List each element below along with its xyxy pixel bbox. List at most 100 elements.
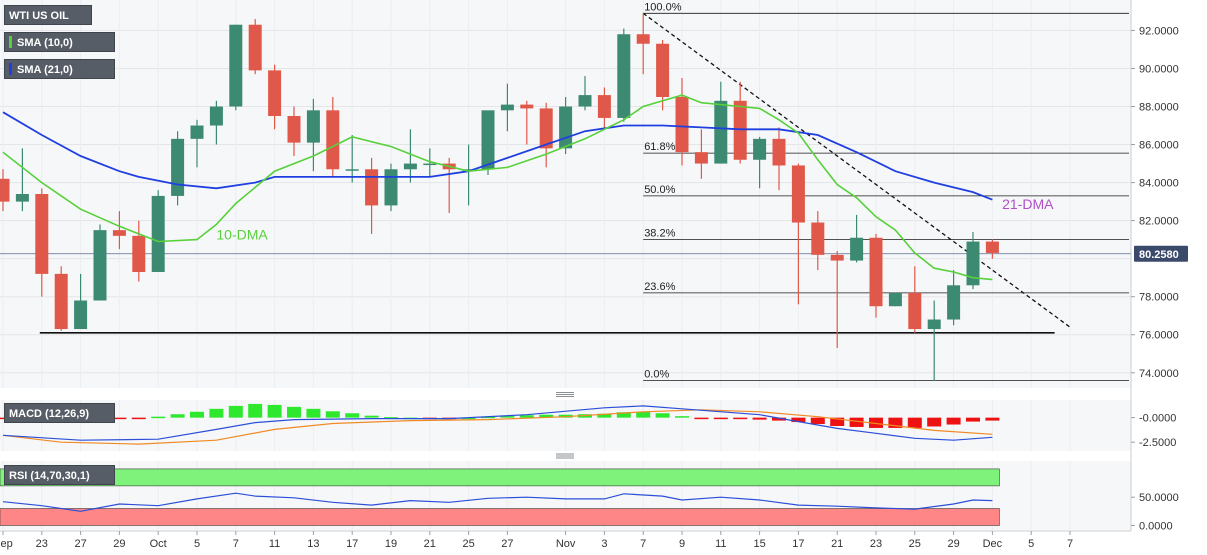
time-axis-label: 7 xyxy=(233,538,239,550)
macd-histogram-bar xyxy=(675,416,689,418)
price-axis-label: 92.0000 xyxy=(1139,25,1179,37)
macd-histogram-bar xyxy=(694,417,709,420)
macd-axis-label: -2.5000 xyxy=(1139,437,1176,449)
candle-bullish xyxy=(209,106,223,126)
candle-bearish xyxy=(268,70,282,117)
legend-sma21[interactable]: SMA (21,0) xyxy=(4,59,115,79)
candle-bearish xyxy=(791,165,805,223)
macd-signal-line xyxy=(2,409,993,445)
macd-histogram-bar xyxy=(112,417,127,420)
macd-histogram-bar xyxy=(306,408,321,418)
candle-bullish xyxy=(927,319,941,330)
price-axis-background xyxy=(1131,0,1207,555)
fib-level-label: 61.8% xyxy=(644,141,675,153)
time-axis-label: 13 xyxy=(307,538,319,550)
candle-bullish xyxy=(151,195,165,272)
time-axis-label: 27 xyxy=(74,538,86,550)
macd-histogram-bar xyxy=(985,417,1000,421)
time-axis-label: 21 xyxy=(424,538,436,550)
candle-bearish xyxy=(132,235,146,272)
macd-histogram-bar xyxy=(636,411,651,418)
candle-bullish xyxy=(190,125,204,139)
macd-histogram-bar xyxy=(616,412,631,418)
legend-sma10[interactable]: SMA (10,0) xyxy=(4,32,115,52)
macd-histogram-bar xyxy=(791,417,806,423)
time-axis-label: 29 xyxy=(947,538,959,550)
time-axis-label: 5 xyxy=(1028,538,1034,550)
macd-histogram-bar xyxy=(752,417,767,420)
fib-level-label: 100.0% xyxy=(644,1,682,13)
macd-histogram-bar xyxy=(655,413,670,418)
legend-macd[interactable]: MACD (12,26,9) xyxy=(4,403,115,423)
candle-bullish xyxy=(15,194,29,202)
candle-bullish xyxy=(753,138,767,160)
legend-rsi[interactable]: RSI (14,70,30,1) xyxy=(4,465,115,485)
time-axis-label: 9 xyxy=(679,538,685,550)
sma21-swatch xyxy=(9,63,12,75)
candle-bullish xyxy=(403,163,417,170)
candle-bearish xyxy=(908,292,922,330)
macd-histogram-bar xyxy=(927,417,942,427)
macd-line xyxy=(2,405,993,441)
candle-bearish xyxy=(35,194,49,274)
macd-histogram-bar xyxy=(946,417,961,425)
macd-axis-label: -0.0000 xyxy=(1139,413,1176,425)
macd-histogram-bar xyxy=(539,414,554,418)
fib-level-label: 23.6% xyxy=(644,281,675,293)
current-price-badge xyxy=(1134,245,1188,262)
time-axis-label: 23 xyxy=(36,538,48,550)
macd-histogram-bar xyxy=(131,417,146,420)
rsi-line xyxy=(2,492,993,512)
macd-histogram-bar xyxy=(248,403,263,418)
candle-bullish xyxy=(423,163,437,166)
candle-bullish xyxy=(345,169,359,171)
candle-bullish xyxy=(888,292,902,307)
sma10-annotation: 10-DMA xyxy=(216,227,268,243)
candle-bearish xyxy=(694,152,708,164)
candle-bullish xyxy=(481,110,495,170)
time-axis-label: 17 xyxy=(346,538,358,550)
rsi-axis-label: 50.0000 xyxy=(1139,492,1179,504)
candle-bullish xyxy=(578,95,592,107)
candle-bullish xyxy=(500,104,514,111)
candle-bullish xyxy=(966,241,980,286)
candle-bearish xyxy=(520,104,534,109)
current-price-label: 80.2580 xyxy=(1139,249,1179,261)
time-axis-label: Dec xyxy=(983,538,1003,550)
candle-bearish xyxy=(830,254,844,261)
macd-histogram-bar xyxy=(384,417,398,419)
candle-bullish xyxy=(850,237,864,261)
candle-bearish xyxy=(54,273,68,330)
price-axis-label: 84.0000 xyxy=(1139,178,1179,190)
candle-bearish xyxy=(869,237,883,307)
price-axis-label: 90.0000 xyxy=(1139,63,1179,75)
time-axis-label: 3 xyxy=(601,538,607,550)
time-axis-label: 7 xyxy=(1067,538,1073,550)
fib-level-label: 38.2% xyxy=(644,228,675,240)
time-axis-label: 11 xyxy=(715,538,726,550)
panel-separator-1 xyxy=(0,452,1207,460)
time-axis-label: 15 xyxy=(753,538,765,550)
price-axis-label: 82.0000 xyxy=(1139,216,1179,228)
legend-symbol[interactable]: WTI US OIL xyxy=(4,5,92,25)
legend-symbol-label: WTI US OIL xyxy=(9,10,69,22)
macd-histogram-bar xyxy=(733,417,748,420)
macd-histogram-bar xyxy=(772,417,786,421)
price-axis-label: 76.0000 xyxy=(1139,330,1179,342)
sma10-swatch xyxy=(9,36,12,48)
candle-bearish xyxy=(248,24,262,71)
fib-level-label: 50.0% xyxy=(644,184,675,196)
price-axis-label: 86.0000 xyxy=(1139,140,1179,152)
macd-histogram-bar xyxy=(325,411,340,418)
macd-histogram-bar xyxy=(228,405,243,418)
macd-histogram-bar xyxy=(966,417,980,422)
candle-bullish xyxy=(171,138,185,196)
candle-bullish xyxy=(462,169,476,171)
macd-histogram-bar xyxy=(713,417,728,420)
time-axis-label: 25 xyxy=(462,538,474,550)
time-axis-label: 17 xyxy=(792,538,804,550)
candle-bullish xyxy=(74,300,88,330)
time-axis-label: 27 xyxy=(501,538,513,550)
macd-histogram-bar xyxy=(190,411,204,418)
